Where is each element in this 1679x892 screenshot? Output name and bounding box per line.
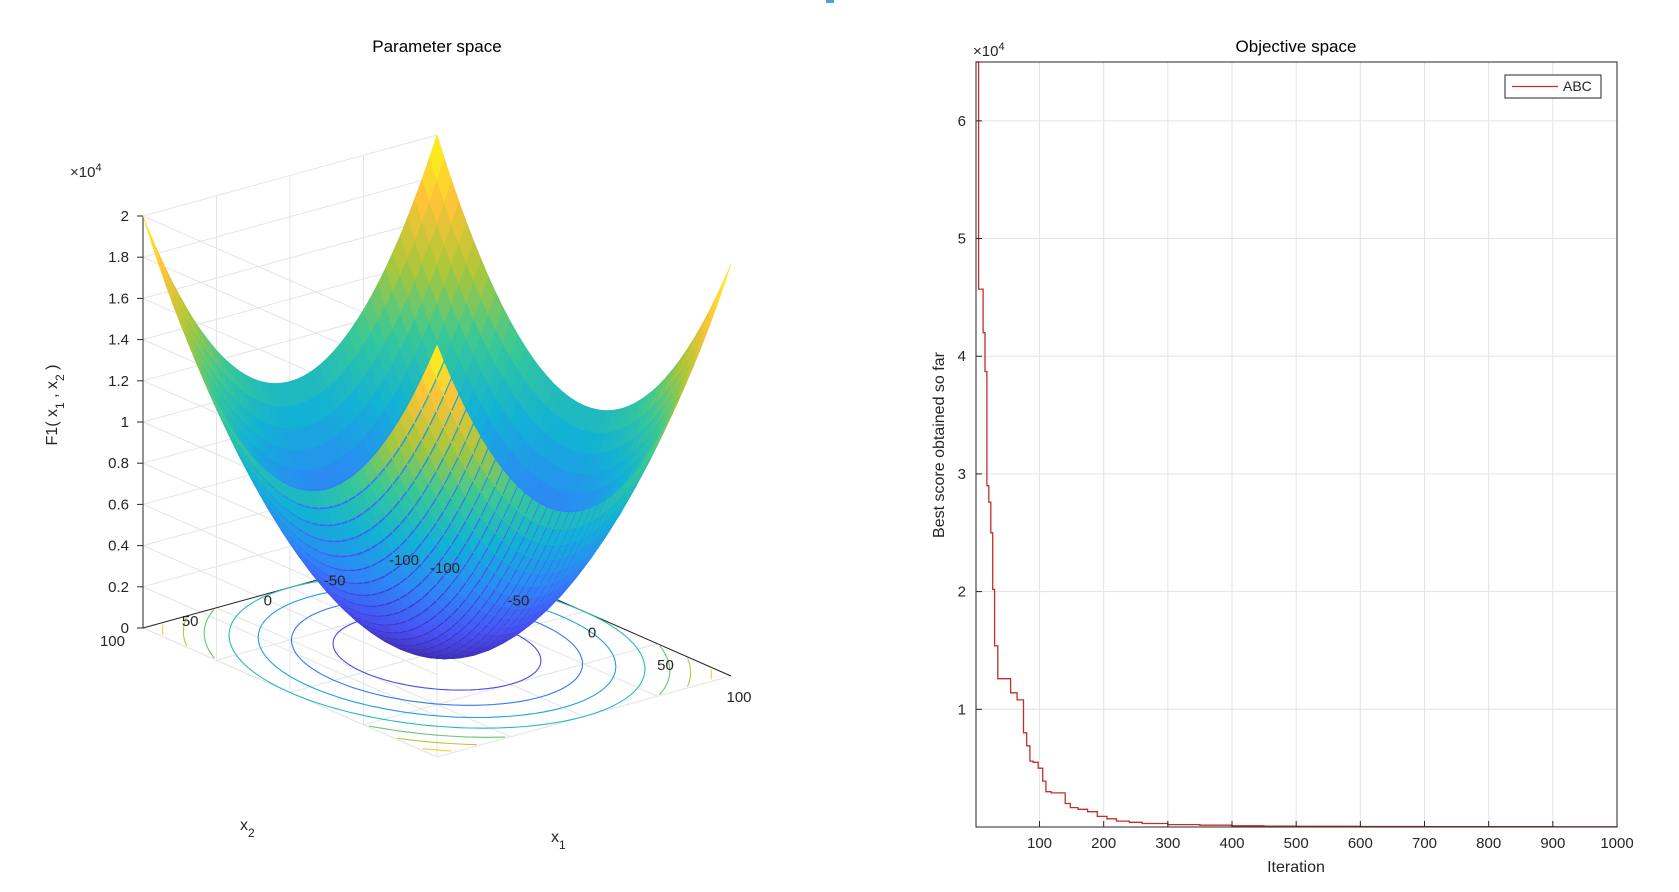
x-tick-label: 600 xyxy=(1348,835,1373,852)
y-tick-label: 5 xyxy=(958,231,966,248)
legend-entry-abc: ABC xyxy=(1563,78,1592,94)
contour-line xyxy=(368,725,506,738)
contour-line xyxy=(228,575,646,729)
x2-tick-label: -100 xyxy=(389,552,419,569)
z-exponent-label: ×104 xyxy=(70,162,102,181)
contour-line xyxy=(686,658,692,687)
parameter-space-plot: 0 0.2 0.4 0.6 0.8 1 1.2 1.4 1.6 1.8 2 -100 -50 0 50 100… xyxy=(44,37,752,852)
z-tick-label: 0.8 xyxy=(108,455,129,472)
x-tick-label: 300 xyxy=(1155,835,1180,852)
x-axis-label: Iteration xyxy=(1267,859,1325,876)
x1-tick-label: -50 xyxy=(508,592,530,609)
x1-tick-label: 100 xyxy=(726,689,751,706)
z-tick-label: 0 xyxy=(121,620,129,637)
objective-space-plot: 100 200 300 400 500 600 700 800 900 1000 1 2 3 4 5 6 Ob… xyxy=(931,37,1634,876)
y-exponent-label: ×104 xyxy=(973,41,1005,60)
x2-tick-label: 50 xyxy=(182,613,199,630)
x1-tick-label: -100 xyxy=(430,560,460,577)
x1-axis-label: x1 xyxy=(551,829,566,852)
z-tick-label: 0.4 xyxy=(108,538,129,555)
x1-tick-label: 0 xyxy=(588,625,596,642)
x-tick-label: 900 xyxy=(1540,835,1565,852)
x-tick-label: 200 xyxy=(1091,835,1116,852)
x-tick-label: 500 xyxy=(1284,835,1309,852)
z-tick-label: 1.4 xyxy=(108,332,129,349)
x2-tick-label: 100 xyxy=(100,633,125,650)
y-axis-label: Best score obtained so far xyxy=(931,351,948,538)
contour-line xyxy=(659,645,671,695)
contour-line xyxy=(203,609,215,659)
x-tick-label: 800 xyxy=(1476,835,1501,852)
y-tick-label: 4 xyxy=(958,348,966,365)
x-tick-label: 400 xyxy=(1219,835,1244,852)
x2-tick-label: 0 xyxy=(264,593,272,610)
surface-mesh xyxy=(142,134,732,660)
z-tick-label: 2 xyxy=(121,208,129,225)
contour-line xyxy=(257,585,617,719)
y-tick-label: 3 xyxy=(958,466,966,483)
z-tick-label: 1.8 xyxy=(108,249,129,266)
contour-line xyxy=(397,737,477,746)
x-tick-label: 700 xyxy=(1412,835,1437,852)
z-tick-label: 0.6 xyxy=(108,496,129,513)
objective-space-title: Objective space xyxy=(1236,37,1357,56)
z-tick-label: 0.2 xyxy=(108,579,129,596)
x2-tick-label: -50 xyxy=(324,572,346,589)
z-axis-label: F1( x1 , x2 ) xyxy=(44,365,67,446)
3d-tick-labels: 0 0.2 0.4 0.6 0.8 1 1.2 1.4 1.6 1.8 2 -100 -50 0 50 100… xyxy=(100,208,752,706)
surface-patch xyxy=(716,263,732,304)
z-tick-label: 1.2 xyxy=(108,373,129,390)
tick-labels: 100 200 300 400 500 600 700 800 900 1000 1 2 3 4 5 6 xyxy=(958,113,1634,852)
y-tick-label: 2 xyxy=(958,584,966,601)
x-tick-label: 100 xyxy=(1027,835,1052,852)
contour-line xyxy=(182,617,188,646)
parameter-space-title: Parameter space xyxy=(372,37,501,56)
y-tick-label: 6 xyxy=(958,113,966,130)
contour-line xyxy=(422,748,452,752)
contour-lines xyxy=(162,552,712,752)
contour-line xyxy=(290,598,584,706)
x2-axis-label: x2 xyxy=(240,817,255,840)
x-tick-label: 1000 xyxy=(1600,835,1633,852)
y-tick-label: 1 xyxy=(958,701,966,718)
x1-tick-label: 50 xyxy=(657,657,674,674)
top-marker xyxy=(826,0,834,3)
z-tick-label: 1 xyxy=(121,414,129,431)
z-tick-label: 1.6 xyxy=(108,290,129,307)
legend: ABC xyxy=(1504,74,1602,99)
